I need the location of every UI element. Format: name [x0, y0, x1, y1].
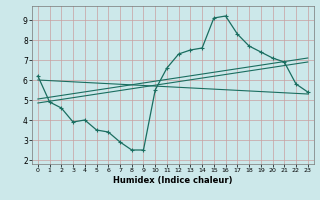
X-axis label: Humidex (Indice chaleur): Humidex (Indice chaleur): [113, 176, 233, 185]
